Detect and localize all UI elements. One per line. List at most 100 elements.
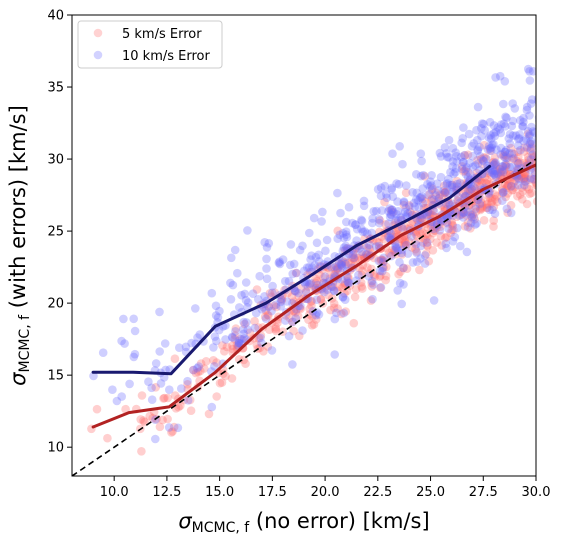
point-10kms <box>513 180 523 190</box>
point-10kms <box>527 122 536 132</box>
legend: 5 km/s Error 10 km/s Error <box>77 20 223 69</box>
point-5kms <box>499 167 509 177</box>
point-10kms <box>256 333 265 343</box>
point-10kms <box>538 128 547 137</box>
point-10kms <box>399 197 409 206</box>
point-5kms <box>245 328 255 338</box>
point-5kms <box>349 318 359 328</box>
point-10kms <box>276 297 286 307</box>
point-5kms <box>440 233 450 243</box>
point-10kms <box>349 253 359 262</box>
point-10kms <box>338 263 347 273</box>
point-5kms <box>306 297 316 306</box>
point-5kms <box>421 235 430 244</box>
point-5kms <box>487 193 496 203</box>
point-5kms <box>421 249 431 258</box>
point-5kms <box>485 193 495 203</box>
point-10kms <box>387 183 397 193</box>
point-10kms <box>395 278 405 288</box>
point-5kms <box>482 203 492 212</box>
point-5kms <box>388 245 397 255</box>
point-5kms <box>366 296 376 305</box>
point-10kms <box>480 126 490 135</box>
point-10kms <box>302 263 312 272</box>
point-10kms <box>385 204 394 213</box>
point-5kms <box>509 149 519 159</box>
point-5kms <box>411 230 421 239</box>
point-10kms <box>435 148 445 158</box>
point-10kms <box>275 257 284 267</box>
point-10kms <box>351 220 361 229</box>
point-10kms <box>290 286 300 296</box>
point-10kms <box>499 188 508 197</box>
point-10kms <box>420 251 430 260</box>
point-10kms <box>234 338 244 348</box>
point-5kms <box>494 171 503 180</box>
y-tick-label: 10 <box>47 441 64 456</box>
point-5kms <box>501 151 511 160</box>
point-5kms <box>386 205 396 215</box>
point-10kms <box>388 149 397 158</box>
point-10kms <box>359 196 369 206</box>
point-5kms <box>340 289 349 298</box>
legend-marker-5kms <box>93 28 103 38</box>
point-10kms <box>294 288 303 298</box>
point-10kms <box>496 128 506 138</box>
point-10kms <box>427 181 436 190</box>
point-5kms <box>447 180 457 190</box>
point-5kms <box>425 210 435 219</box>
point-10kms <box>433 186 443 195</box>
point-5kms <box>399 263 408 273</box>
point-10kms <box>376 283 386 292</box>
point-10kms <box>501 145 511 155</box>
point-5kms <box>489 157 498 167</box>
point-5kms <box>485 146 495 155</box>
point-10kms <box>502 113 511 123</box>
point-10kms <box>359 201 369 211</box>
point-10kms <box>522 105 532 115</box>
point-5kms <box>463 167 473 177</box>
point-10kms <box>500 147 510 157</box>
point-10kms <box>469 182 478 191</box>
point-10kms <box>461 170 471 179</box>
point-5kms <box>508 185 518 195</box>
point-5kms <box>159 394 168 403</box>
point-5kms <box>277 294 287 304</box>
point-10kms <box>392 209 401 219</box>
point-10kms <box>385 212 395 222</box>
point-10kms <box>439 186 449 195</box>
point-10kms <box>449 169 458 179</box>
point-5kms <box>476 176 485 185</box>
point-10kms <box>194 362 203 371</box>
point-5kms <box>307 321 317 330</box>
point-10kms <box>403 249 413 258</box>
point-10kms <box>348 218 357 228</box>
point-10kms <box>237 290 246 300</box>
point-5kms <box>340 280 349 290</box>
point-10kms <box>535 123 536 127</box>
point-5kms <box>378 255 388 265</box>
point-5kms <box>535 152 536 156</box>
point-10kms <box>373 185 383 194</box>
point-10kms <box>514 158 523 168</box>
y-tick-label: 25 <box>47 225 64 240</box>
point-10kms <box>455 211 464 220</box>
point-5kms <box>291 308 301 317</box>
point-10kms <box>535 190 536 195</box>
point-10kms <box>344 278 354 288</box>
point-10kms <box>485 144 495 153</box>
point-10kms <box>228 280 238 290</box>
point-5kms <box>467 212 477 221</box>
point-5kms <box>467 185 476 194</box>
point-10kms <box>525 130 534 140</box>
point-5kms <box>471 202 481 211</box>
point-5kms <box>358 284 367 293</box>
point-10kms <box>298 241 307 251</box>
point-5kms <box>277 296 287 305</box>
point-5kms <box>448 221 458 230</box>
point-5kms <box>479 140 489 150</box>
point-5kms <box>532 197 536 206</box>
point-5kms <box>351 285 361 294</box>
point-10kms <box>472 219 481 228</box>
point-5kms <box>465 207 475 216</box>
